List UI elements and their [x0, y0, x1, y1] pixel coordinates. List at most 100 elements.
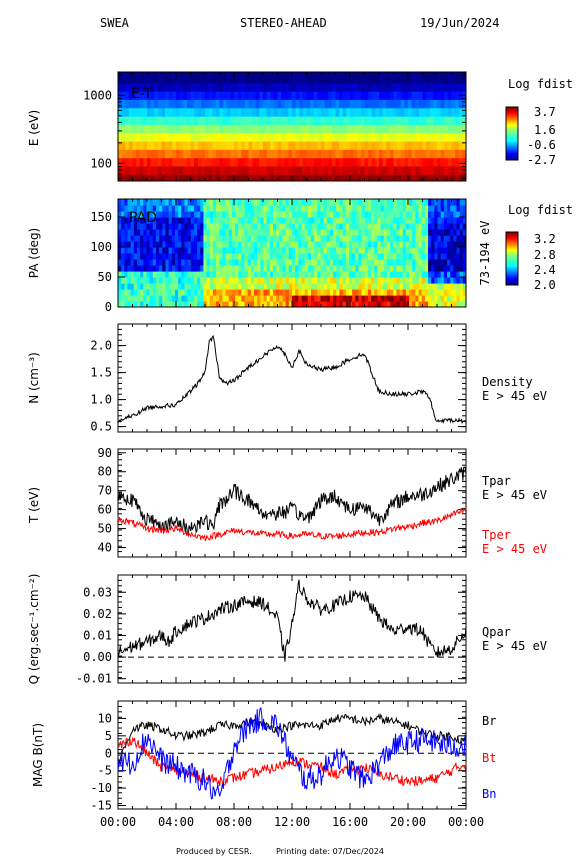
et-cell [259, 107, 264, 117]
pad-cell [386, 259, 391, 266]
et-cell [415, 91, 420, 100]
et-cell [128, 149, 134, 159]
pad-cell [146, 199, 151, 206]
pad-cell [348, 265, 353, 272]
pad-cell [298, 211, 303, 218]
et-cell [255, 141, 260, 150]
pad-cell [393, 301, 397, 307]
pad-cell [247, 229, 252, 236]
et-cell [422, 141, 427, 150]
et-cell [368, 165, 373, 175]
et-cell [179, 91, 184, 100]
pad-cell [282, 229, 287, 236]
pad-cell [121, 199, 125, 206]
et-cell [451, 157, 456, 167]
pad-cell [390, 211, 394, 218]
pad-cell [124, 283, 129, 290]
pad-cell [228, 283, 233, 290]
et-cell [393, 157, 398, 167]
et-cell [237, 91, 242, 100]
pad-cell [273, 217, 277, 224]
et-cell [418, 91, 424, 100]
pad-cell [342, 247, 347, 254]
pad-cell [314, 199, 318, 206]
pad-cell [238, 277, 242, 284]
et-cell [444, 149, 449, 159]
pad-cell [206, 253, 211, 260]
pad-cell [200, 301, 205, 307]
pad-cell [124, 229, 129, 236]
et-cell [313, 157, 318, 167]
et-cell [252, 99, 257, 109]
pad-cell [371, 223, 375, 230]
et-cell [382, 124, 387, 134]
et-cell [393, 72, 398, 84]
et-cell [165, 107, 170, 117]
pad-cell [263, 265, 268, 272]
pad-cell [421, 265, 426, 272]
pad-cell [292, 211, 296, 218]
pad-cell [143, 229, 148, 236]
et-cell [360, 141, 366, 150]
et-cell [418, 82, 424, 92]
pad-cell [453, 271, 458, 278]
pad-cell [241, 223, 246, 230]
pad-cell [301, 277, 306, 284]
et-cell [132, 72, 137, 84]
et-cell [226, 132, 231, 142]
pad-cell [181, 271, 186, 278]
et-cell [350, 157, 355, 167]
et-cell [317, 124, 322, 134]
et-cell [168, 82, 173, 92]
pad-cell [162, 301, 167, 307]
pad-cell [288, 259, 293, 266]
pad-cell [364, 205, 369, 212]
et-cell [252, 91, 257, 100]
pad-cell [415, 295, 420, 302]
pad-cell [127, 283, 132, 290]
pad-cell [358, 211, 363, 218]
pad-cell [279, 223, 284, 230]
pad-cell [149, 271, 154, 278]
et-cell [379, 82, 384, 92]
et-cell [244, 141, 250, 150]
et-cell [139, 107, 144, 117]
et-cell [415, 107, 420, 117]
et-cell [270, 116, 275, 125]
pad-cell [136, 217, 141, 224]
pad-cell [342, 289, 347, 296]
density-ylabel: N (cm⁻³) [27, 352, 41, 404]
pad-cell [149, 265, 154, 272]
pad-cell [212, 265, 217, 272]
et-cell [310, 157, 315, 167]
et-cell [339, 91, 344, 100]
pad-cell [136, 265, 141, 272]
et-cell [418, 141, 424, 150]
pad-cell [235, 205, 239, 212]
et-cell [161, 174, 166, 181]
pad-cell [383, 289, 388, 296]
time-axis: 00:00 04:00 08:00 12:00 16:00 20:00 00:00 [100, 815, 484, 829]
pad-cell [285, 217, 290, 224]
et-cell [339, 124, 344, 134]
pad-cell [143, 283, 148, 290]
time-label: 08:00 [216, 815, 252, 829]
pad-cell [133, 247, 138, 254]
et-cell [190, 149, 195, 159]
pad-cell [244, 277, 249, 284]
et-cell [313, 91, 318, 100]
pad-cell [241, 217, 246, 224]
et-cell [360, 149, 366, 159]
pad-cell [149, 247, 154, 254]
pad-cell [409, 265, 413, 272]
et-cell [324, 132, 329, 142]
et-cell [393, 116, 398, 125]
et-cell [241, 107, 246, 117]
pad-cell [181, 259, 186, 266]
pad-cell [263, 235, 268, 242]
et-cell [273, 149, 279, 159]
pad-cell [345, 223, 350, 230]
et-cell [324, 107, 329, 117]
et-cell [157, 124, 163, 134]
et-cell [400, 99, 405, 109]
